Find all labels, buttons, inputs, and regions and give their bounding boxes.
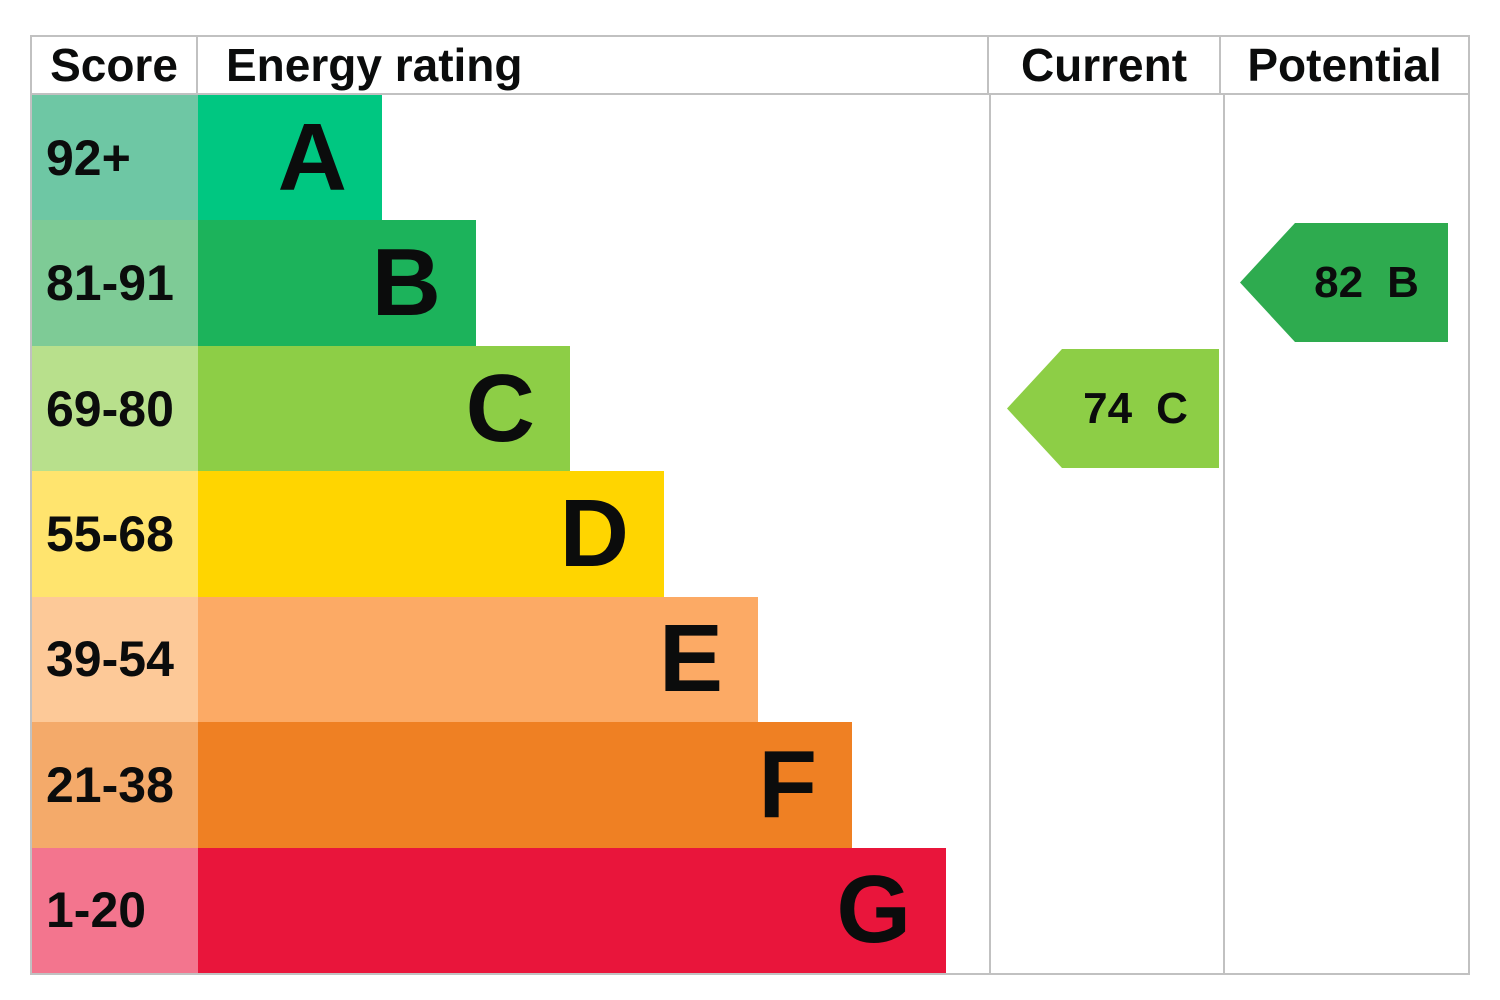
band-row: 55-68 D (32, 471, 1468, 597)
divider-rating-current (989, 95, 991, 973)
band-bar: F (198, 722, 852, 848)
band-row: 21-38 F (32, 722, 1468, 848)
score-range-cell: 39-54 (32, 596, 198, 723)
band-bar: E (198, 596, 758, 723)
band-letter: F (758, 730, 817, 838)
score-range-cell: 69-80 (32, 345, 198, 472)
score-range-cell: 1-20 (32, 847, 198, 973)
header-energy-rating: Energy rating (198, 37, 989, 93)
potential-score-value: 82 (1314, 257, 1364, 307)
epc-rating-table: Score Energy rating Current Potential 92… (30, 35, 1470, 975)
score-range-cell: 92+ (32, 95, 198, 221)
band-letter: A (277, 103, 347, 211)
band-letter: D (559, 479, 629, 587)
score-range-cell: 55-68 (32, 471, 198, 597)
band-letter: B (371, 229, 441, 337)
header-score: Score (32, 37, 198, 93)
score-range-cell: 21-38 (32, 722, 198, 848)
potential-band-letter: B (1387, 257, 1419, 307)
band-row: 39-54 E (32, 596, 1468, 723)
band-row: 92+ A (32, 95, 1468, 221)
band-bar: C (198, 345, 570, 472)
table-body: 92+ A 81-91 B 69-80 C 55-68 D 39-54 E 21… (32, 95, 1468, 973)
band-rows: 92+ A 81-91 B 69-80 C 55-68 D 39-54 E 21… (32, 95, 1468, 973)
band-row: 81-91 B (32, 220, 1468, 346)
band-bar: D (198, 471, 664, 597)
band-bar: A (198, 95, 382, 221)
divider-current-potential (1223, 95, 1225, 973)
header-potential: Potential (1247, 39, 1442, 91)
score-range-cell: 81-91 (32, 220, 198, 346)
band-letter: E (658, 605, 723, 713)
band-row: 1-20 G (32, 847, 1468, 973)
table-header-row: Score Energy rating Current Potential (32, 37, 1468, 95)
current-band-letter: C (1156, 383, 1188, 433)
band-row: 69-80 C (32, 345, 1468, 472)
header-current: Current (989, 37, 1221, 93)
band-letter: G (836, 856, 911, 964)
band-letter: C (465, 354, 535, 462)
band-bar: G (198, 847, 946, 973)
band-bar: B (198, 220, 476, 346)
current-score-value: 74 (1083, 383, 1133, 433)
